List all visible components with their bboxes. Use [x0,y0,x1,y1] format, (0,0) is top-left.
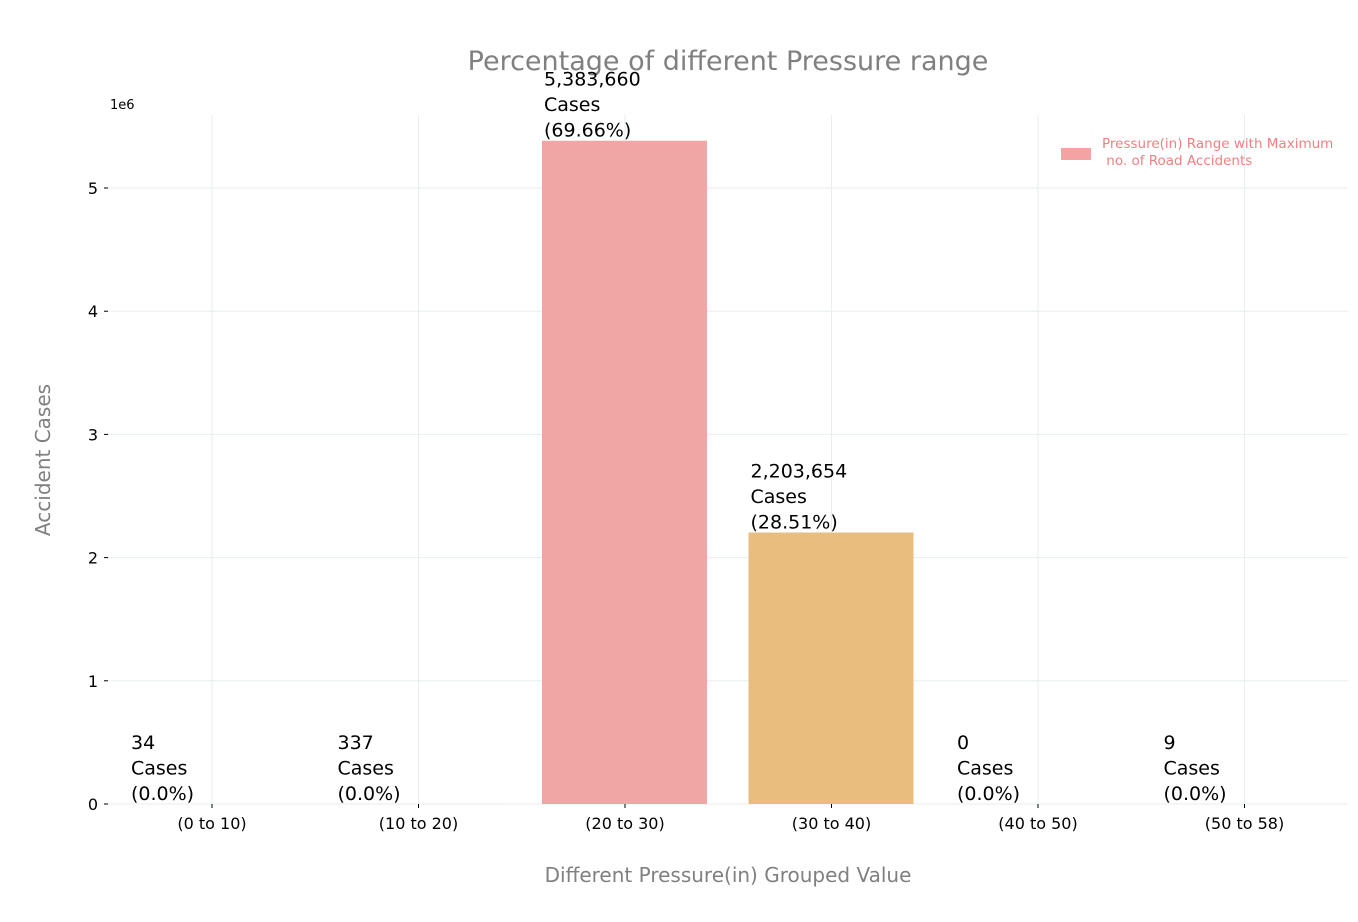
bar-data-label-2-1: Cases [544,94,600,116]
bar-2 [542,140,707,804]
bar-data-label-3-2: (28.51%) [751,512,838,534]
legend: Pressure(in) Range with Maximum no. of R… [1061,136,1333,169]
y-tick-label-0: 0 [88,795,98,814]
y-axis-label: Accident Cases [31,384,55,536]
y-tick-label-3: 3 [88,425,98,444]
bar-data-labels: 34 Cases (0.0%) 337 Cases (0.0%) 5,383,660 Case… [131,69,1227,805]
y-axis-offset-text: 1e6 [110,98,135,113]
x-tick-label-5: (50 to 58) [1205,814,1284,833]
bar-data-label-4-2: (0.0%) [957,783,1020,805]
bar-data-label-1-1: Cases [338,757,394,779]
bar-data-label-2-2: (69.66%) [544,120,631,142]
bar-data-label-1-0: 337 [338,732,374,754]
bar-data-label-5-2: (0.0%) [1164,783,1227,805]
y-tick-label-2: 2 [88,549,98,568]
bar-data-label-5-0: 9 [1164,732,1176,754]
grid-lines [108,115,1348,805]
x-axis-label: Different Pressure(in) Grouped Value [545,863,912,887]
legend-label-line1: Pressure(in) Range with Maximum [1102,136,1333,152]
bar-data-label-4-0: 0 [957,732,969,754]
x-tick-label-0: (0 to 10) [177,814,246,833]
bar-data-label-5-1: Cases [1164,757,1220,779]
x-tick-label-1: (10 to 20) [379,814,458,833]
y-tick-label-1: 1 [88,672,98,691]
x-tick-label-2: (20 to 30) [585,814,664,833]
bar-data-label-0-2: (0.0%) [131,783,194,805]
bar-data-label-1-2: (0.0%) [338,783,401,805]
bar-data-label-2-0: 5,383,660 [544,69,641,91]
x-tick-label-4: (40 to 50) [998,814,1077,833]
bars [129,140,1327,804]
legend-label-line2: no. of Road Accidents [1102,153,1252,169]
y-tick-label-5: 5 [88,179,98,198]
legend-swatch [1061,148,1091,160]
bar-data-label-0-1: Cases [131,757,187,779]
bar-data-label-4-1: Cases [957,758,1013,780]
x-tick-label-3: (30 to 40) [792,814,871,833]
bar-3 [748,532,914,804]
bar-data-label-0-0: 34 [131,732,155,754]
chart-title: Percentage of different Pressure range [468,46,989,77]
y-tick-label-4: 4 [88,302,98,321]
bar-data-label-3-0: 2,203,654 [751,461,848,483]
bar-data-label-3-1: Cases [751,486,807,508]
